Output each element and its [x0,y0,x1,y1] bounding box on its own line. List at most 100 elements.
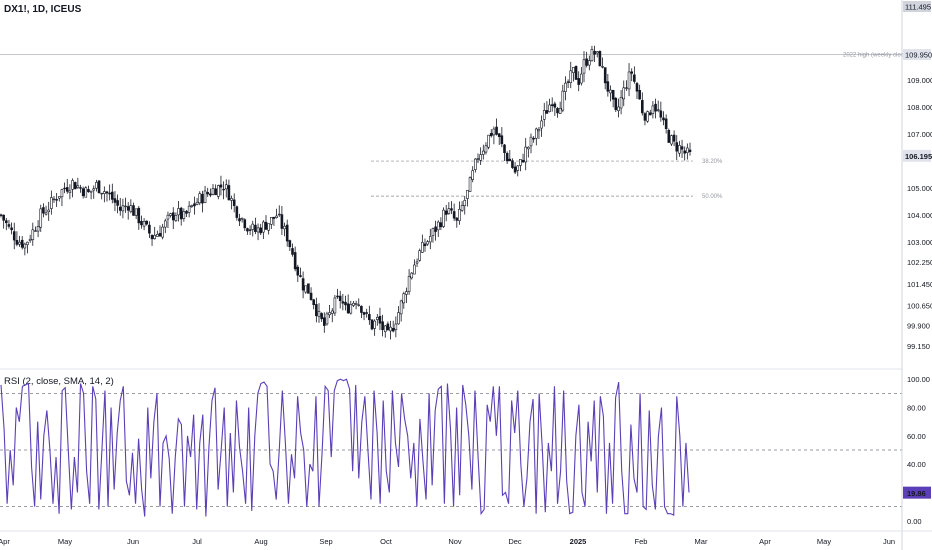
candle-body [42,207,45,214]
candle-body [428,236,432,243]
time-tick-label: Feb [635,537,648,546]
candle-body [92,188,96,191]
candle-body [15,239,19,245]
candle-body [484,145,488,153]
candle-body [264,221,268,230]
candle-body [10,227,13,231]
candle-body [31,229,35,240]
time-tick-label: Apr [759,537,771,546]
price-tick-label: 104.000 [907,211,932,220]
candle-body [320,313,323,320]
candle-body [219,184,223,188]
candle-body [148,224,151,234]
candle-body [288,240,292,248]
candle-body [542,110,546,120]
rsi-last-value-text: 19.86 [907,489,926,498]
candle-body [23,243,27,249]
candle-body [622,87,626,100]
candle-body [481,150,485,155]
time-tick-label: 2025 [570,537,587,546]
price-axis[interactable]: 109.000 108.000 107.000 105.000 104.000 103.0… [901,0,932,550]
candle-body [301,278,305,291]
candle-body [336,295,339,298]
candle-body [307,283,310,294]
candle-body [299,275,302,277]
candle-body [153,235,156,239]
candle-body [383,325,387,333]
candle-body [415,261,419,264]
candle-body [418,250,422,261]
candle-body [492,128,496,136]
candle-body [582,59,586,74]
rsi-tick-label: 80.00 [907,404,926,413]
candle-body [179,207,183,220]
candle-body [55,199,58,201]
candle-body [373,320,376,329]
candle-body [609,89,612,94]
candle-body [39,208,43,228]
candle-body [272,216,276,219]
candle-body [164,220,167,228]
candle-body [116,200,119,206]
candle-body [558,108,562,114]
candle-body [277,213,281,216]
candle-body [455,217,459,221]
candle-body [476,158,480,160]
candle-body [44,212,48,215]
fib-382-label: 38.20% [702,159,723,165]
candle-body [360,305,363,313]
candle-body [553,103,557,108]
candle-body [291,248,294,255]
candle-body [577,78,581,85]
candle-body [590,48,594,62]
time-axis[interactable]: Apr May Jun Jul Aug Sep Oct Nov Dec 2025 Feb Mar Apr… [0,530,932,546]
price-tick-label: 99.900 [907,322,930,331]
candle-body [251,223,255,230]
candle-body [222,188,225,191]
price-pane[interactable]: 2022 high (weekly close) 38.20% 50.00% [0,45,909,340]
candle-body [540,120,543,129]
candle-body [121,205,125,212]
candle-body [497,133,501,137]
candle-body [442,209,445,227]
candle-body [259,227,263,234]
candle-body [352,302,355,306]
candle-body [344,301,347,306]
candle-body [7,224,11,227]
rsi-line [0,378,690,517]
candle-body [182,211,186,219]
candle-body [410,272,414,279]
candle-body [389,326,392,332]
candle-body [598,51,602,67]
candle-body [166,214,170,220]
candle-body [529,136,533,147]
candle-body [638,90,641,100]
candle-body [198,193,202,204]
candle-body [214,188,217,196]
price-tick-label: 100.650 [907,301,932,310]
candle-body [84,187,88,198]
candle-body [132,205,135,216]
time-tick-label: Aug [254,537,267,546]
candle-body [680,146,684,150]
price-tick-label: 108.000 [907,103,932,112]
time-tick-label: Nov [448,537,462,546]
candle-body [468,177,472,192]
candle-body [206,192,209,195]
candle-body [421,242,424,253]
candle-body [683,150,687,154]
candle-body [572,67,575,74]
candle-body [240,217,244,220]
candle-body [580,73,583,84]
candle-body [617,106,620,111]
rsi-pane[interactable] [0,368,902,517]
candle-body [12,231,16,241]
fib-500-label: 50.00% [702,194,723,200]
candle-body [487,134,490,148]
time-tick-label: Mar [695,537,708,546]
candle-body [103,191,106,194]
candle-body [635,83,639,92]
time-tick-label: Jun [127,537,139,546]
